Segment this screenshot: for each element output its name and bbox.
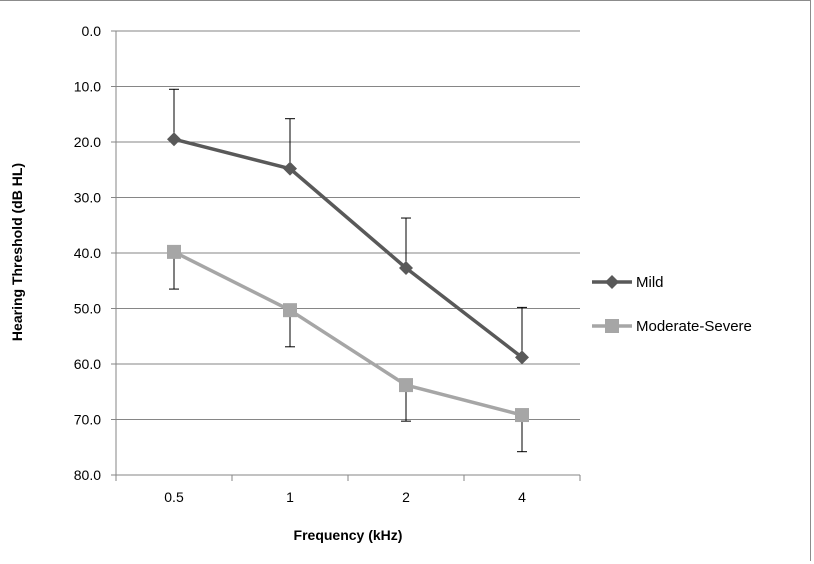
gridlines xyxy=(116,30,580,420)
data-point xyxy=(399,260,413,275)
legend-marker xyxy=(605,319,619,333)
series-markers xyxy=(167,132,529,423)
legend-label: Mild xyxy=(636,274,664,291)
y-tick-label: 50.0 xyxy=(74,301,101,317)
y-tick-label: 70.0 xyxy=(74,412,101,428)
y-tick-label: 40.0 xyxy=(74,245,101,261)
legend-label: Moderate-Severe xyxy=(636,318,752,335)
y-tick-label: 0.0 xyxy=(82,23,102,39)
data-point xyxy=(515,408,529,423)
axes xyxy=(111,30,581,481)
series-line xyxy=(173,250,523,417)
y-tick-label: 60.0 xyxy=(74,356,101,372)
data-point xyxy=(283,161,297,176)
series-line xyxy=(173,137,524,359)
x-tick-labels: 0.5 1 2 4 xyxy=(164,489,526,505)
data-point xyxy=(515,350,529,365)
y-tick-label: 30.0 xyxy=(74,190,101,206)
x-axis-title: Frequency (kHz) xyxy=(294,527,403,543)
y-axis-title: Hearing Threshold (dB HL) xyxy=(9,163,25,341)
series-lines xyxy=(173,137,524,417)
y-tick-label: 20.0 xyxy=(74,134,101,150)
data-point xyxy=(399,378,413,393)
x-tick-label: 0.5 xyxy=(164,489,184,505)
legend: Mild Moderate-Severe xyxy=(592,274,752,335)
data-point xyxy=(167,244,181,259)
x-tick-label: 2 xyxy=(402,489,410,505)
y-tick-label: 10.0 xyxy=(74,79,101,95)
x-tick-label: 1 xyxy=(286,489,294,505)
y-tick-label: 80.0 xyxy=(74,467,101,483)
x-tick-label: 4 xyxy=(518,489,526,505)
legend-marker xyxy=(605,275,619,289)
data-point xyxy=(167,132,181,147)
y-tick-labels: 0.0 10.0 20.0 30.0 40.0 50.0 60.0 70.0 80.0 xyxy=(74,23,101,483)
data-point xyxy=(283,303,297,318)
error-bars xyxy=(169,88,527,453)
